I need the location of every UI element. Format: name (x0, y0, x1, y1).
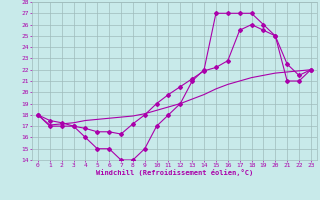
X-axis label: Windchill (Refroidissement éolien,°C): Windchill (Refroidissement éolien,°C) (96, 169, 253, 176)
